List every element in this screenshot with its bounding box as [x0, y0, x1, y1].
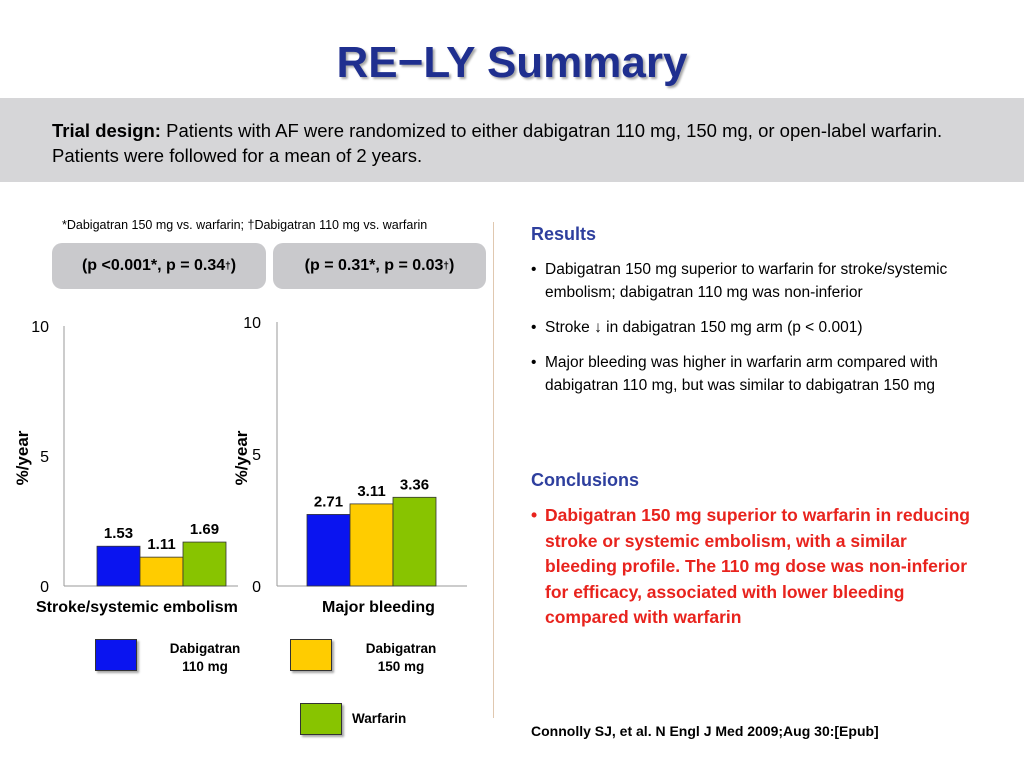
y-tick-label: 5 — [252, 447, 261, 464]
bar-value-label: 2.71 — [314, 493, 343, 510]
bar-dabigatran-110-mg — [96, 545, 141, 587]
y-axis-label: %/year — [13, 430, 32, 485]
slide-title: RE−LY Summary — [336, 38, 688, 87]
pvalue-stroke-text: (p <0.001*, p = 0.34 — [81, 257, 226, 274]
bar-value-label: 1.69 — [190, 521, 219, 538]
y-axis-label: %/year — [232, 430, 251, 485]
results-bullet: Major bleeding was higher in warfarin ar… — [531, 351, 976, 397]
legend-swatch-dabigatran-110 — [95, 639, 137, 671]
y-tick-label: 0 — [40, 579, 49, 596]
results-heading: Results — [531, 224, 597, 244]
bleeding-chart: 0 5 10 %/year 2.71 3.11 3.36 — [225, 310, 475, 605]
conclusions-heading: Conclusions — [531, 470, 640, 490]
legend-label-dabigatran-150: Dabigatran 150 mg — [346, 640, 456, 676]
bar-value-label: 1.53 — [104, 525, 133, 542]
trial-design-body: Patients with AF were randomized to eith… — [52, 120, 943, 166]
trial-design-label: Trial design: — [52, 120, 161, 141]
trial-design-band — [0, 98, 1024, 182]
y-tick-label: 10 — [31, 319, 49, 336]
bar-dabigatran-150-mg — [349, 503, 394, 587]
pvalue-box-bleeding: (p = 0.31*, p = 0.03 †) — [273, 243, 486, 289]
bar-warfarin — [182, 541, 227, 587]
y-tick-label: 0 — [252, 579, 261, 596]
bar-dabigatran-110-mg — [306, 514, 351, 587]
stroke-chart: 0 5 10 %/year 1.53 1.11 1.69 — [0, 310, 250, 605]
bar-dabigatran-150-mg — [139, 556, 184, 587]
dagger-mark: † — [443, 260, 449, 272]
comparison-footnote: *Dabigatran 150 mg vs. warfarin; †Dabiga… — [62, 218, 428, 232]
bar-warfarin — [392, 496, 437, 587]
pvalue-close: ) — [230, 257, 237, 274]
results-list: Dabigatran 150 mg superior to warfarin f… — [531, 258, 976, 409]
legend-swatch-warfarin — [300, 703, 342, 735]
y-tick-label: 5 — [40, 449, 49, 466]
legend-swatch-dabigatran-150 — [290, 639, 332, 671]
bar-value-label: 3.11 — [357, 483, 385, 500]
results-bullet: Dabigatran 150 mg superior to warfarin f… — [531, 258, 976, 304]
bar-value-label: 3.36 — [400, 476, 429, 493]
column-divider — [493, 222, 494, 718]
dagger-mark: † — [225, 260, 231, 272]
pvalue-bleeding-text: (p = 0.31*, p = 0.03 — [304, 257, 444, 274]
bleeding-chart-category: Major bleeding — [322, 599, 435, 616]
legend-label-line: 150 mg — [377, 659, 425, 674]
pvalue-box-stroke: (p <0.001*, p = 0.34 †) — [52, 243, 266, 289]
bleeding-chart-svg: 0 5 10 %/year 2.71 3.11 3.36 — [232, 315, 467, 596]
conclusions-bullet: Dabigatran 150 mg superior to warfarin i… — [531, 503, 976, 631]
stroke-chart-svg: 0 5 10 %/year 1.53 1.11 1.69 — [13, 319, 238, 596]
results-bullet: Stroke ↓ in dabigatran 150 mg arm (p < 0… — [531, 316, 976, 339]
legend-label-line: Dabigatran — [365, 641, 437, 656]
legend-label-warfarin: Warfarin — [352, 711, 407, 726]
pvalue-close: ) — [448, 257, 455, 274]
conclusions-list: Dabigatran 150 mg superior to warfarin i… — [531, 503, 976, 643]
y-tick-label: 10 — [243, 315, 261, 332]
bar-value-label: 1.11 — [147, 536, 175, 553]
legend-label-line: 110 mg — [182, 659, 228, 674]
citation: Connolly SJ, et al. N Engl J Med 2009;Au… — [531, 723, 879, 739]
legend-label-line: Dabigatran — [169, 641, 241, 656]
trial-design-text: Trial design: Patients with AF were rand… — [52, 118, 982, 168]
stroke-chart-category: Stroke/systemic embolism — [36, 599, 238, 616]
legend-label-dabigatran-110: Dabigatran 110 mg — [150, 640, 260, 676]
